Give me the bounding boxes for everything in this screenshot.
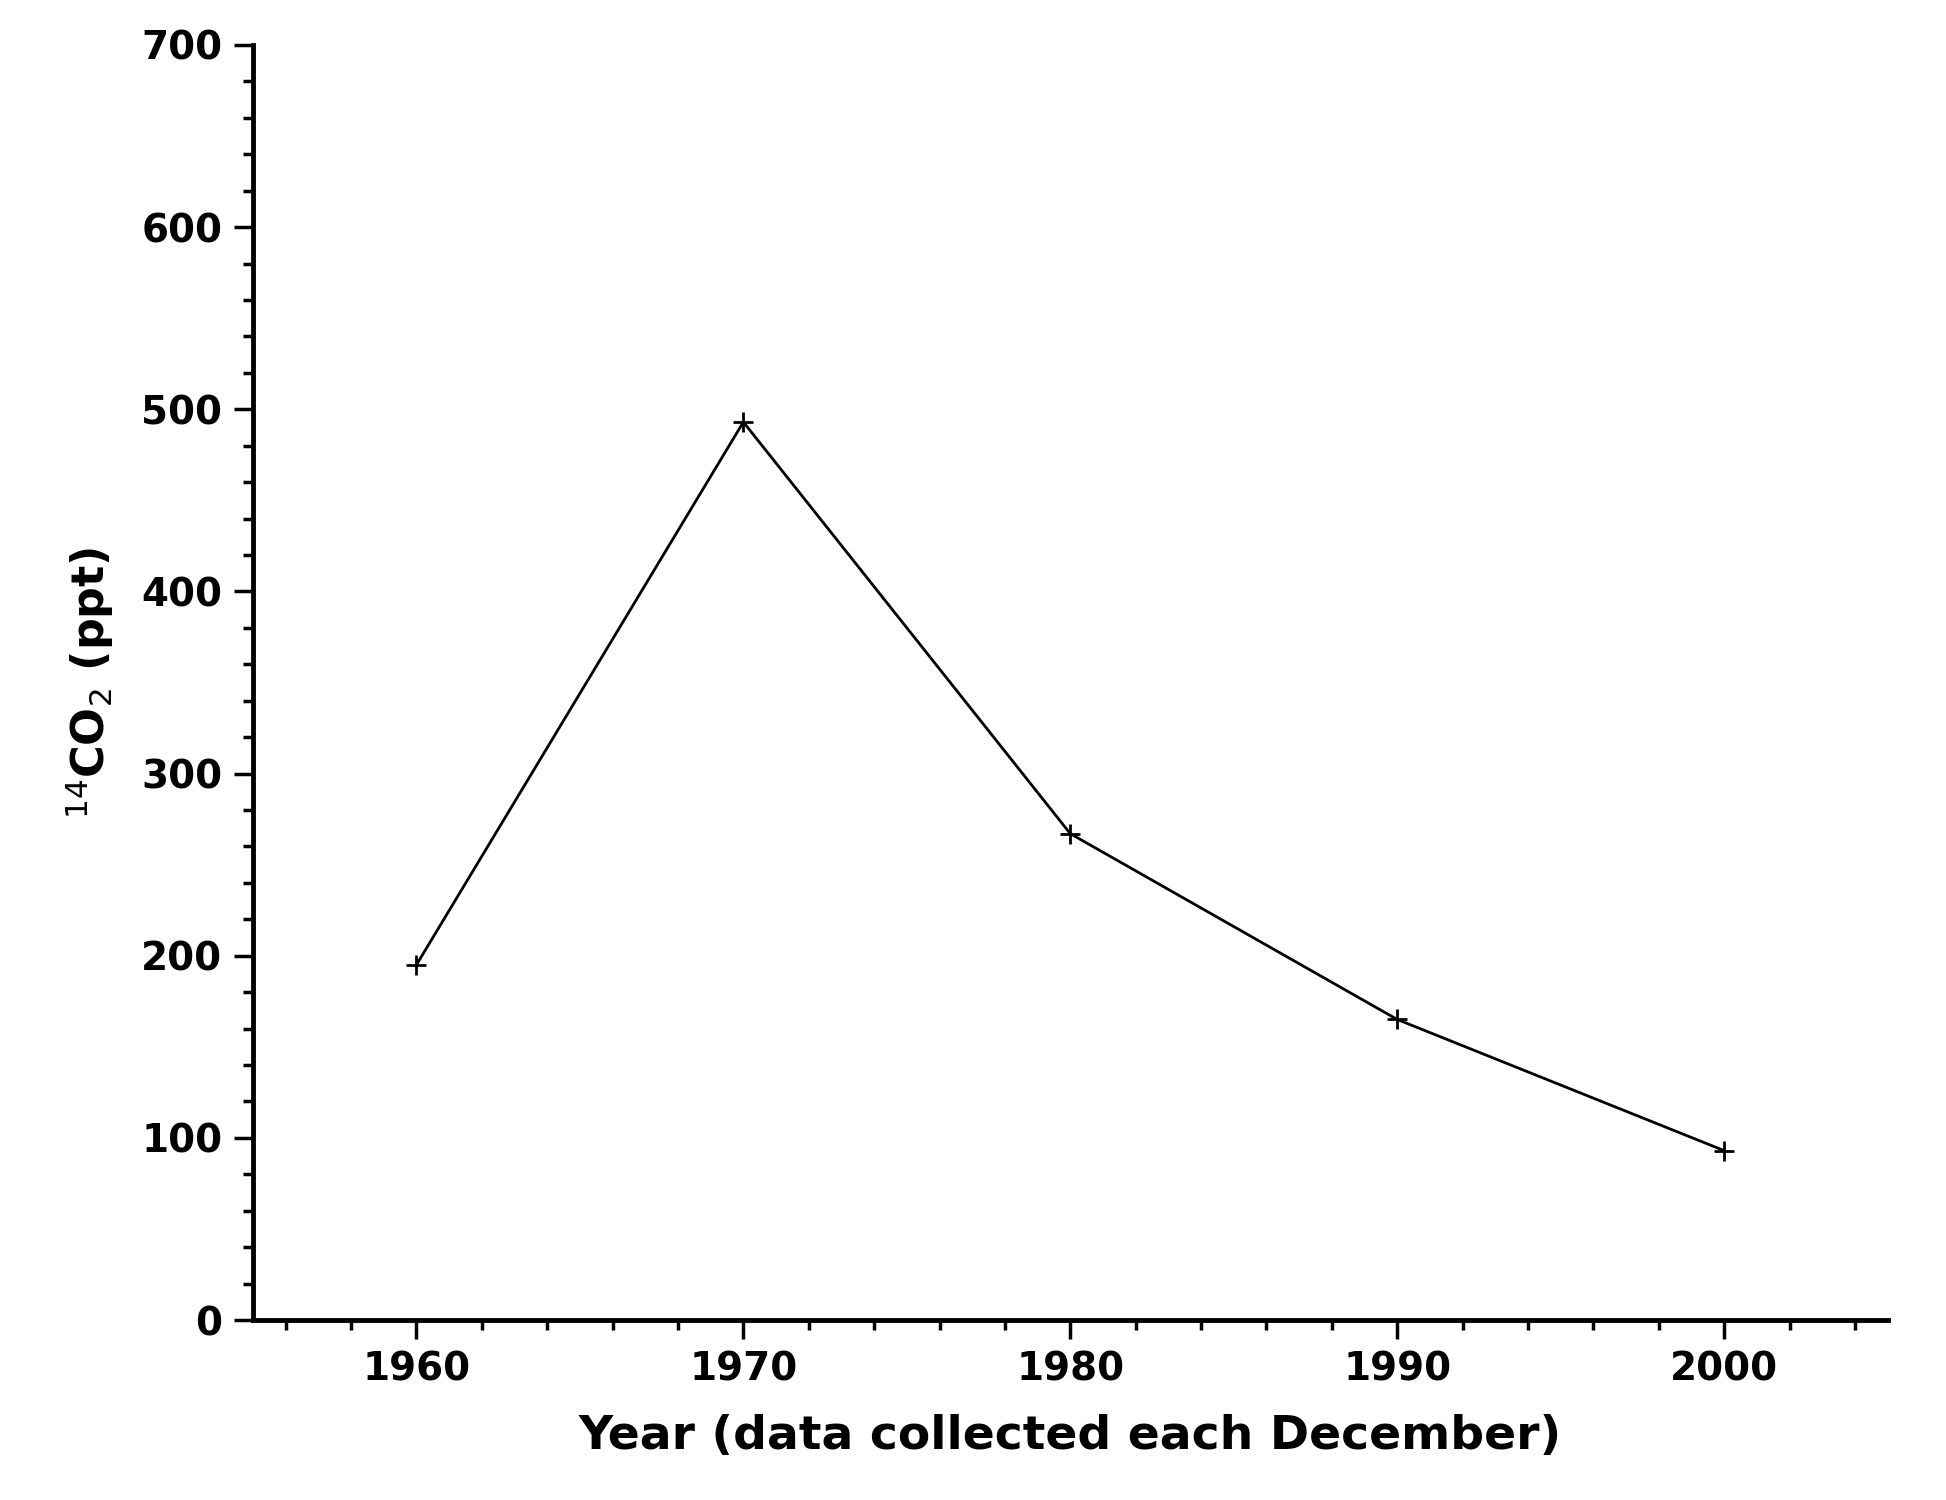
X-axis label: Year (data collected each December): Year (data collected each December): [578, 1413, 1563, 1458]
Y-axis label: $^{14}$CO$_2$ (ppt): $^{14}$CO$_2$ (ppt): [64, 546, 117, 819]
